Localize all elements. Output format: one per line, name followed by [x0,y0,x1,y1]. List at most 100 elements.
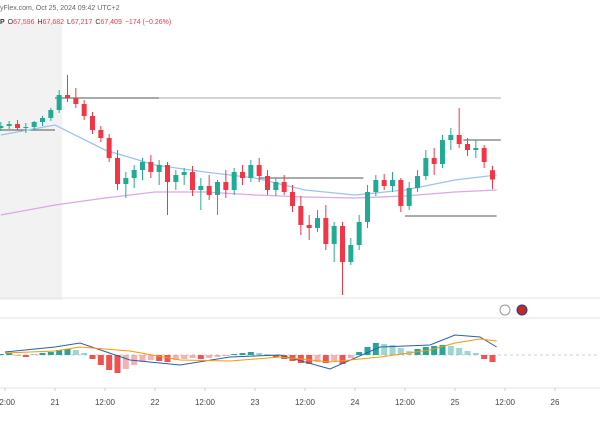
candle-body [140,162,145,170]
candle-body [306,225,312,228]
candle-body [473,148,479,150]
candle-body [15,124,20,128]
candle-body [265,176,270,190]
legend-label: O [8,19,14,26]
candle-body [273,182,279,190]
icon [499,304,511,316]
macd-line [4,338,497,363]
candle-body [298,206,304,225]
x-tick-label: 22 [151,398,160,407]
macd-bar [247,352,254,355]
candle-body [115,158,120,184]
candle-body [198,186,204,190]
candle-body [98,130,104,138]
macd-bar [314,355,321,362]
macd-bar [381,344,388,355]
candle-body [81,104,87,116]
candle-body [123,178,129,184]
candle-body [290,192,295,206]
x-tick-label: 12:00 [95,398,116,407]
candle-body [90,116,95,130]
macd-bar [472,353,479,355]
x-tick-label: 12:00 [295,398,316,407]
candle-body [6,124,12,126]
x-tick-label: 21 [51,398,60,407]
candle-body [315,218,320,228]
candle-body [31,122,37,127]
candle-body [415,176,420,188]
legend-value: 67,596 [13,19,35,26]
macd-bar [172,355,179,360]
macd-bar [156,355,163,361]
macd-bar [89,355,96,359]
candle-body [390,180,395,186]
icon [516,304,528,316]
x-tick-label: 24 [351,398,360,407]
macd-bar [64,349,71,355]
macd-bar [231,354,238,355]
macd-bar [22,355,29,357]
candle-body [481,148,487,162]
candle-body [456,135,462,144]
x-tick-label: 25 [451,398,460,407]
legend-value: 67,682 [43,19,65,26]
macd-bar [206,355,213,358]
x-tick-label: 26 [551,398,560,407]
macd-bar [256,353,263,355]
candle-body [356,222,362,245]
session-shade [0,22,62,300]
candle-body [248,165,254,178]
candle-body [206,186,212,195]
macd-line [4,334,497,370]
candle-body [448,135,454,140]
macd-bar [456,348,463,355]
macd-bar [164,355,171,362]
x-tick-label: 12:00 [395,398,416,407]
candle-body [331,226,337,244]
candle-body [215,182,220,195]
macd-bar [147,355,154,360]
x-tick-label: 23 [251,398,260,407]
candle-body [181,172,187,175]
candle-body [73,98,79,104]
macd-bar [364,347,371,355]
candle-body [173,175,179,182]
x-tick-label: 12:00 [0,398,16,407]
legend-value: 67,409 [100,19,122,26]
legend-change: −174 (−0.26%) [125,19,171,26]
legend-label: L [67,19,71,26]
candle-body [398,180,404,206]
candle-body [340,226,345,262]
legend-symbol: P [0,19,5,26]
candle-body [190,172,195,190]
macd-bar [31,354,38,355]
macd-bar [489,355,496,362]
candle-body [365,192,370,222]
candle-body [231,172,237,190]
macd-bar [106,355,113,370]
candle-body [23,127,29,128]
candle-body [348,245,354,262]
candle-body [223,182,229,190]
macd-bar [322,355,329,363]
macd-bar [47,352,54,355]
macd-bar [439,345,446,355]
candle-body [240,172,245,178]
candle-body [431,158,437,164]
candle-body [65,95,70,98]
candle-body [256,165,262,176]
candle-body [490,170,495,180]
icons [499,304,528,316]
macd-bar [81,353,88,355]
macd-bar [56,350,63,355]
candle-body [381,180,387,186]
moving-average [0,189,497,216]
macd-bar [97,355,104,365]
macd-bar [39,353,46,355]
macd-bar [72,350,79,355]
macd-bar [272,355,279,357]
macd-bar [431,346,438,355]
candle-body [56,95,62,110]
macd-bar [389,345,396,355]
legend-label: H [38,19,43,26]
